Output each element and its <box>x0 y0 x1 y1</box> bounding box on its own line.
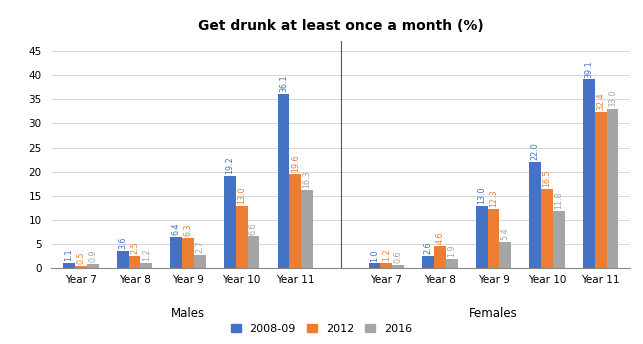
Bar <box>500 242 511 268</box>
Bar <box>301 190 313 268</box>
Bar <box>422 256 434 268</box>
Bar <box>248 236 259 268</box>
Bar <box>75 266 87 268</box>
Text: 2.6: 2.6 <box>424 241 433 254</box>
Bar <box>392 266 404 268</box>
Text: 1.2: 1.2 <box>382 248 391 261</box>
Text: 2.7: 2.7 <box>195 240 204 253</box>
Bar <box>368 264 381 268</box>
Text: 0.6: 0.6 <box>394 251 403 264</box>
Text: 11.8: 11.8 <box>554 192 563 209</box>
Text: 12.3: 12.3 <box>489 189 498 207</box>
Bar <box>117 251 129 268</box>
Bar <box>606 109 619 268</box>
Text: 33.0: 33.0 <box>608 89 617 107</box>
Bar <box>194 255 206 268</box>
Title: Get drunk at least once a month (%): Get drunk at least once a month (%) <box>198 19 484 33</box>
Bar <box>529 162 541 268</box>
Bar <box>224 175 236 268</box>
Text: 1.2: 1.2 <box>142 248 150 261</box>
Bar <box>553 211 565 268</box>
Bar <box>63 263 75 268</box>
Text: 0.9: 0.9 <box>88 249 97 262</box>
Bar <box>182 238 194 268</box>
Text: 2.5: 2.5 <box>130 241 139 254</box>
Text: 3.6: 3.6 <box>118 236 127 249</box>
Text: 19.2: 19.2 <box>226 156 234 174</box>
Text: 6.4: 6.4 <box>172 223 181 236</box>
Text: 6.6: 6.6 <box>249 222 258 235</box>
Text: 39.1: 39.1 <box>584 60 593 77</box>
Text: 6.3: 6.3 <box>184 224 192 236</box>
Text: 5.4: 5.4 <box>501 228 510 240</box>
Text: 22.0: 22.0 <box>531 142 539 160</box>
Bar <box>170 237 182 268</box>
Bar <box>289 174 301 268</box>
Text: 1.9: 1.9 <box>448 245 456 257</box>
Text: 36.1: 36.1 <box>279 75 288 92</box>
Bar <box>583 79 595 268</box>
Text: Females: Females <box>469 307 518 320</box>
Bar <box>129 256 140 268</box>
Text: 19.6: 19.6 <box>291 154 300 172</box>
Bar <box>381 262 392 268</box>
Bar <box>487 209 500 268</box>
Bar <box>140 262 152 268</box>
Text: 0.5: 0.5 <box>77 251 86 264</box>
Legend: 2008-09, 2012, 2016: 2008-09, 2012, 2016 <box>226 320 417 338</box>
Bar <box>541 189 553 268</box>
Bar <box>434 246 446 268</box>
Bar <box>278 94 289 268</box>
Text: 16.3: 16.3 <box>303 170 311 187</box>
Text: 1.0: 1.0 <box>370 249 379 261</box>
Text: 32.4: 32.4 <box>596 92 605 110</box>
Text: 1.1: 1.1 <box>65 249 73 261</box>
Bar <box>236 205 248 268</box>
Bar <box>87 264 98 268</box>
Bar <box>446 259 458 268</box>
Bar <box>595 112 606 268</box>
Text: 4.6: 4.6 <box>435 232 444 244</box>
Bar <box>476 205 487 268</box>
Text: 16.5: 16.5 <box>543 169 552 187</box>
Text: 13.0: 13.0 <box>477 186 486 204</box>
Text: Males: Males <box>171 307 205 320</box>
Text: 13.0: 13.0 <box>237 186 246 204</box>
